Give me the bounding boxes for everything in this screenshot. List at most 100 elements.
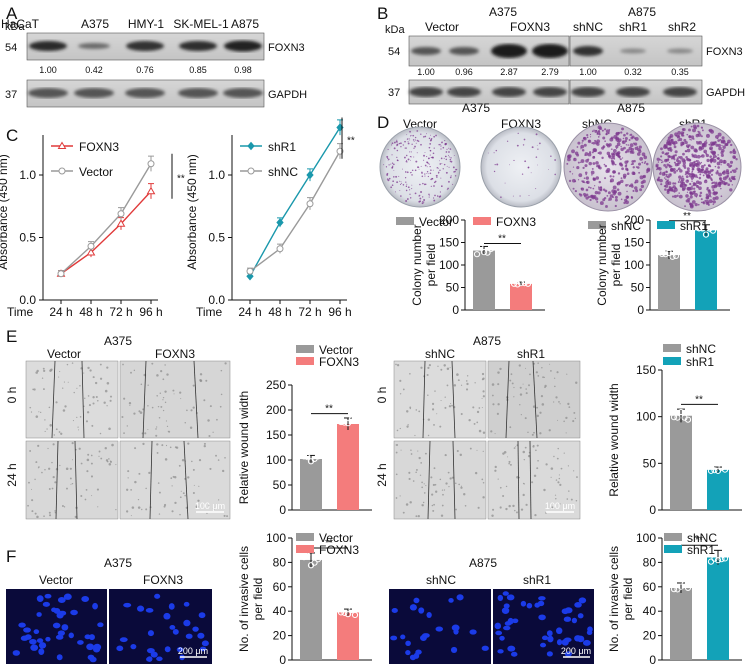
column-label: FOXN3 xyxy=(155,347,195,361)
colony xyxy=(405,200,408,202)
cell xyxy=(29,406,32,409)
legend-swatch xyxy=(588,221,606,229)
significance-mark: ** xyxy=(177,174,185,185)
colony xyxy=(721,180,726,185)
legend-label: Vector xyxy=(79,165,113,179)
colony xyxy=(455,168,457,171)
colony xyxy=(607,191,611,195)
colony xyxy=(641,152,646,157)
colony xyxy=(639,188,643,192)
colony xyxy=(391,154,393,156)
nucleus xyxy=(68,632,74,639)
nucleus xyxy=(87,654,95,661)
colony xyxy=(656,157,660,161)
cell xyxy=(192,468,195,471)
replicate-dot xyxy=(341,419,348,426)
colony xyxy=(436,166,439,169)
cell xyxy=(567,465,570,467)
cell xyxy=(62,409,66,412)
colony xyxy=(399,183,402,185)
colony xyxy=(411,143,413,145)
cell xyxy=(164,401,167,404)
cell xyxy=(481,407,483,409)
colony xyxy=(404,177,407,179)
colony xyxy=(554,159,557,161)
cell xyxy=(451,404,453,407)
colony xyxy=(658,167,662,171)
colony xyxy=(729,179,733,183)
colony xyxy=(610,159,614,163)
replicate-dot xyxy=(521,280,528,287)
cell xyxy=(440,514,444,517)
colony xyxy=(583,194,587,198)
cell xyxy=(415,409,418,411)
cell xyxy=(70,483,72,485)
cell xyxy=(512,504,515,508)
colony xyxy=(593,148,598,153)
cell xyxy=(199,373,203,376)
y-axis-label: per field xyxy=(609,244,623,287)
replicate-dot xyxy=(714,467,722,474)
cell xyxy=(145,508,148,511)
colony xyxy=(729,171,733,174)
cell xyxy=(163,503,167,507)
cell xyxy=(179,391,182,394)
cell xyxy=(92,402,95,405)
colony xyxy=(624,136,628,141)
colony xyxy=(623,201,626,205)
colony xyxy=(597,136,600,138)
colony xyxy=(429,142,432,145)
colony xyxy=(626,169,629,172)
cell xyxy=(27,504,29,507)
cell xyxy=(92,376,95,379)
legend-marker xyxy=(247,167,255,175)
blot-bands-b-foxn3 xyxy=(411,44,693,58)
data-point xyxy=(117,210,125,218)
colony xyxy=(692,128,697,133)
series-line-vector xyxy=(60,163,152,275)
replicate-dot xyxy=(658,250,666,257)
colony xyxy=(530,172,532,174)
colony xyxy=(696,184,699,187)
cell xyxy=(446,384,449,387)
cell xyxy=(90,454,93,457)
cell xyxy=(456,450,459,453)
cell xyxy=(474,382,476,384)
cell xyxy=(189,426,193,429)
row-label: 24 h xyxy=(5,463,19,486)
cell xyxy=(174,501,177,505)
nucleus xyxy=(563,616,572,622)
time-axis-label: Time xyxy=(7,305,34,319)
lane-label: HaCaT xyxy=(1,17,40,31)
cell xyxy=(523,458,526,461)
colony xyxy=(614,198,618,202)
colony xyxy=(585,176,590,180)
colony xyxy=(680,144,683,147)
colony xyxy=(698,181,702,185)
colony xyxy=(688,158,692,162)
colony xyxy=(659,158,662,161)
cell xyxy=(42,367,45,370)
cell xyxy=(203,399,206,402)
cell xyxy=(41,471,43,474)
cell xyxy=(451,476,454,479)
replicate-dot xyxy=(707,467,715,474)
nucleus xyxy=(77,640,84,645)
cell xyxy=(29,450,32,452)
colony xyxy=(710,157,714,162)
cell xyxy=(430,476,433,479)
colony xyxy=(448,180,450,183)
colony xyxy=(578,173,583,178)
cell xyxy=(74,515,77,519)
cell xyxy=(418,456,421,460)
colony xyxy=(601,129,604,132)
cell xyxy=(134,480,137,484)
cell xyxy=(209,405,212,408)
colony xyxy=(712,188,715,192)
colony xyxy=(436,195,439,197)
colony xyxy=(690,135,695,139)
colony xyxy=(433,147,435,149)
colony xyxy=(729,160,734,164)
colony xyxy=(445,158,448,161)
cell xyxy=(539,432,542,435)
